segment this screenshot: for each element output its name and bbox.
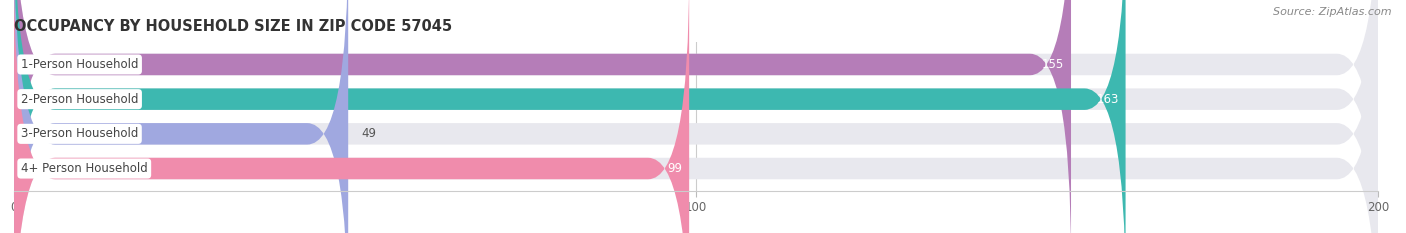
Text: 163: 163 xyxy=(1097,93,1119,106)
Text: 4+ Person Household: 4+ Person Household xyxy=(21,162,148,175)
FancyBboxPatch shape xyxy=(14,0,1071,233)
Text: 3-Person Household: 3-Person Household xyxy=(21,127,138,140)
Text: OCCUPANCY BY HOUSEHOLD SIZE IN ZIP CODE 57045: OCCUPANCY BY HOUSEHOLD SIZE IN ZIP CODE … xyxy=(14,19,453,34)
FancyBboxPatch shape xyxy=(14,0,1126,233)
Text: 2-Person Household: 2-Person Household xyxy=(21,93,138,106)
Text: 99: 99 xyxy=(668,162,682,175)
FancyBboxPatch shape xyxy=(14,0,1378,233)
FancyBboxPatch shape xyxy=(14,0,1378,233)
FancyBboxPatch shape xyxy=(14,0,689,233)
FancyBboxPatch shape xyxy=(14,0,349,233)
Text: 49: 49 xyxy=(361,127,377,140)
FancyBboxPatch shape xyxy=(14,0,1378,233)
Text: Source: ZipAtlas.com: Source: ZipAtlas.com xyxy=(1274,7,1392,17)
Text: 155: 155 xyxy=(1042,58,1064,71)
FancyBboxPatch shape xyxy=(14,0,1378,233)
Text: 1-Person Household: 1-Person Household xyxy=(21,58,138,71)
